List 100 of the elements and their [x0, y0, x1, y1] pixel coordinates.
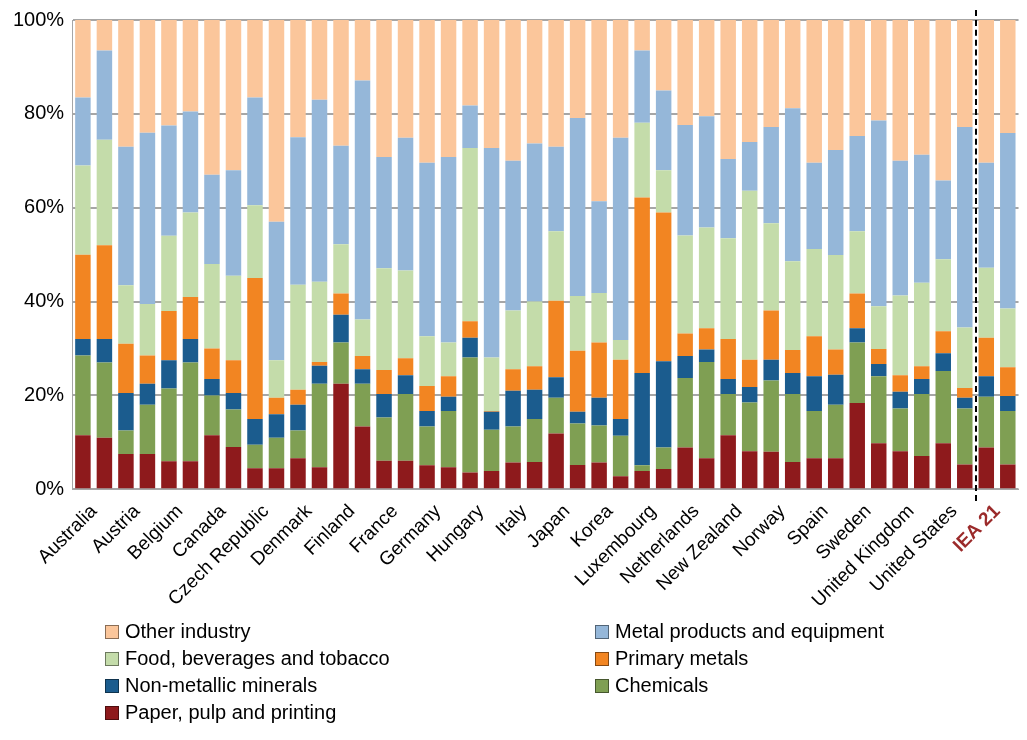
bar	[483, 20, 500, 149]
bar	[1000, 395, 1016, 411]
bar	[634, 50, 650, 123]
bar	[161, 360, 177, 389]
bar	[96, 339, 113, 363]
bar	[225, 275, 242, 361]
bar	[935, 443, 951, 489]
bar	[96, 50, 113, 140]
bar	[720, 238, 736, 340]
bar	[247, 20, 263, 98]
bar	[720, 339, 736, 379]
bar	[806, 410, 822, 459]
bar	[290, 404, 306, 431]
bar	[849, 135, 865, 232]
bar	[139, 355, 156, 384]
bar	[526, 462, 543, 489]
bar	[591, 293, 607, 343]
bar	[698, 349, 715, 363]
legend-label: Other industry	[125, 620, 251, 643]
bar	[741, 190, 758, 360]
bar	[225, 170, 242, 276]
bar	[161, 235, 177, 311]
bar	[118, 454, 134, 489]
bar	[505, 462, 521, 489]
bar	[612, 476, 629, 489]
y-tick-label: 0%	[35, 476, 65, 499]
bar	[655, 170, 672, 213]
bar	[204, 379, 220, 396]
bar	[957, 20, 973, 127]
bar	[118, 285, 134, 344]
bar	[677, 356, 693, 379]
bar	[569, 411, 586, 424]
bar	[333, 383, 349, 489]
bar	[354, 369, 371, 384]
bar	[96, 20, 113, 51]
bar	[268, 397, 285, 415]
bar	[247, 97, 263, 206]
bar	[806, 249, 822, 337]
bar	[354, 383, 371, 427]
bar	[677, 333, 693, 357]
bar	[290, 430, 306, 459]
bar	[978, 447, 995, 489]
bar	[419, 20, 435, 163]
bar	[892, 295, 908, 376]
bar	[247, 278, 263, 419]
bar	[612, 359, 629, 419]
bar	[75, 20, 91, 98]
bar	[526, 418, 543, 463]
bar	[354, 426, 371, 489]
bar	[440, 410, 457, 468]
bar	[397, 270, 414, 359]
bar	[376, 370, 392, 395]
bar	[462, 105, 478, 149]
bar	[161, 461, 177, 489]
bar	[354, 319, 371, 357]
bar	[505, 310, 521, 370]
bar	[569, 423, 586, 465]
bar	[655, 20, 672, 91]
bar	[784, 108, 801, 262]
bar	[612, 418, 629, 436]
bar	[182, 111, 199, 213]
bar	[741, 20, 758, 143]
bar	[698, 328, 715, 350]
y-tick-label: 100%	[13, 7, 65, 30]
bar	[935, 180, 951, 260]
bar	[914, 154, 930, 283]
bar	[225, 393, 242, 410]
bar	[225, 409, 242, 448]
bar	[978, 396, 995, 448]
bar	[784, 372, 801, 395]
bar	[333, 20, 349, 146]
bar	[591, 462, 607, 489]
bar	[957, 327, 973, 388]
bar	[957, 397, 973, 409]
bar	[419, 162, 435, 337]
bar	[741, 402, 758, 452]
bar	[827, 458, 844, 489]
y-tick-label: 40%	[24, 289, 65, 312]
bar	[957, 464, 973, 489]
bar	[462, 321, 478, 338]
bar	[290, 458, 306, 489]
bar	[462, 148, 478, 322]
bar	[763, 310, 779, 360]
bar	[139, 132, 156, 304]
bar	[892, 160, 908, 296]
bar	[849, 293, 865, 329]
y-tick-label: 60%	[24, 195, 65, 218]
bar	[935, 353, 951, 372]
bar	[483, 357, 500, 411]
legend-label: Primary metals	[615, 647, 749, 670]
bar	[569, 295, 586, 351]
bar	[548, 433, 564, 489]
bar	[376, 417, 392, 461]
bar	[505, 369, 521, 391]
bar	[548, 397, 564, 434]
bar	[591, 397, 607, 426]
bar	[483, 411, 500, 430]
bar	[763, 451, 779, 489]
bar	[376, 157, 392, 269]
bar	[892, 451, 908, 489]
